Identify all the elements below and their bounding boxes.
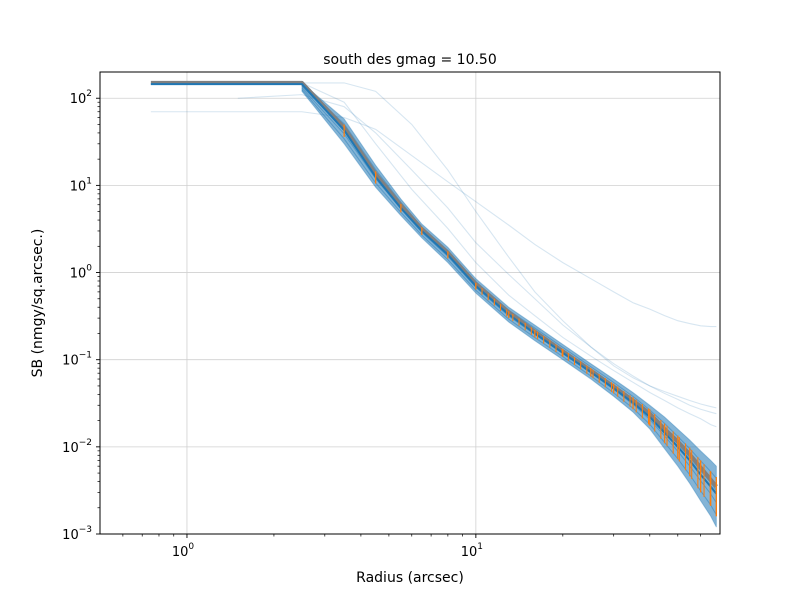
y-tick-label-base: 10 <box>62 354 79 369</box>
y-tick-label-exponent: 1 <box>86 176 92 186</box>
y-tick-label: 10−2 <box>62 438 92 456</box>
y-tick-label-exponent: −2 <box>79 438 92 448</box>
y-tick-label: 10−1 <box>62 351 92 369</box>
individual-profile-line <box>237 94 717 415</box>
y-tick-label-exponent: −3 <box>79 525 92 535</box>
x-tick-label: 100 <box>172 542 195 560</box>
x-tick-label-base: 10 <box>461 545 478 560</box>
chart-title: south des gmag = 10.50 <box>323 52 497 68</box>
y-tick-label-base: 10 <box>70 92 87 107</box>
individual-profile-line <box>150 82 717 409</box>
y-tick-label-base: 10 <box>62 441 79 456</box>
x-tick-label-exponent: 1 <box>477 542 483 552</box>
y-tick-label: 10−3 <box>62 525 92 543</box>
plot-area <box>100 72 720 534</box>
y-tick-label: 102 <box>70 89 92 107</box>
y-axis-label: SB (nmgy/sq.arcsec.) <box>30 229 46 378</box>
x-axis-label: Radius (arcsec) <box>356 570 464 586</box>
plot-frame <box>99 71 721 535</box>
y-tick-label-exponent: −1 <box>79 351 92 361</box>
y-tick-label-base: 10 <box>62 528 79 543</box>
individual-profile-line <box>301 82 717 428</box>
y-tick-label-base: 10 <box>70 179 87 194</box>
y-tick-label-exponent: 2 <box>86 89 92 99</box>
individual-profile-line <box>150 111 717 328</box>
y-tick-label-base: 10 <box>70 267 87 282</box>
y-tick-label: 100 <box>70 264 93 282</box>
x-tick-label-base: 10 <box>172 545 189 560</box>
y-tick-label: 101 <box>70 176 92 194</box>
profile-band-strand <box>301 89 717 516</box>
x-tick-label: 101 <box>461 542 483 560</box>
data-layer <box>150 80 718 528</box>
y-tick-label-exponent: 0 <box>86 264 92 274</box>
x-tick-label-exponent: 0 <box>188 542 194 552</box>
